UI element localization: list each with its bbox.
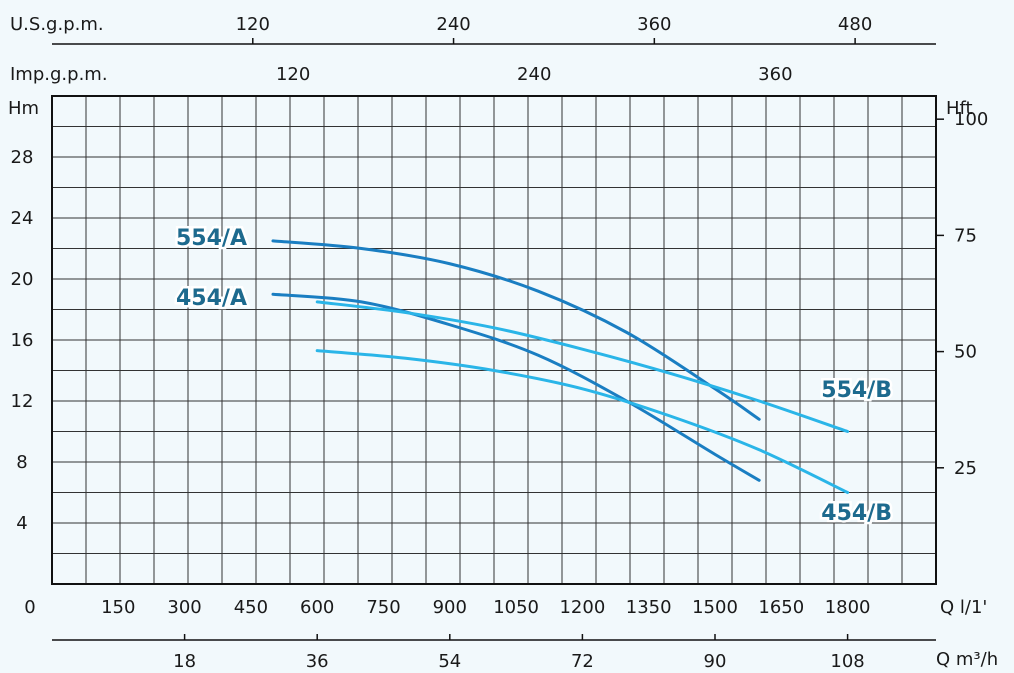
bottom-primary-unit: Q l/1' (940, 597, 987, 618)
curves (271, 239, 850, 494)
x2-tick-label: 108 (830, 651, 864, 672)
curve-label-554-a: 554/A (176, 226, 247, 251)
curve-454-a (271, 292, 761, 482)
curve-label-halo: 454/A (176, 286, 247, 311)
x-tick-label: 1200 (559, 597, 605, 618)
x-tick-label: 1500 (692, 597, 738, 618)
y2-tick-label: 75 (954, 225, 977, 246)
x-tick-label: 450 (234, 597, 268, 618)
curve-label-554-b: 554/B (821, 378, 892, 403)
y2-tick-label: 100 (954, 109, 988, 130)
top-tick-label: 120 (236, 14, 270, 35)
y-tick-label: 12 (11, 391, 34, 412)
y-tick-label: 28 (11, 147, 34, 168)
top-tick-label: 360 (637, 14, 671, 35)
curve-label-454-a: 454/A (176, 286, 247, 311)
left-axis-unit: Hm (8, 98, 39, 119)
curve-554-a (271, 239, 761, 421)
x-tick-label: 300 (167, 597, 201, 618)
y2-tick-label: 25 (954, 458, 977, 479)
y2-tick-label: 50 (954, 342, 977, 363)
y-tick-label: 16 (11, 330, 34, 351)
x2-tick-label: 90 (704, 651, 727, 672)
top2-tick-label: 240 (517, 64, 551, 85)
y-tick-label: 4 (16, 513, 27, 534)
x-tick-label: 750 (366, 597, 400, 618)
y-tick-label: 24 (11, 208, 34, 229)
top-secondary-unit: Imp.g.p.m. (10, 64, 108, 85)
x-tick-label: 150 (101, 597, 135, 618)
top-tick-label: 480 (838, 14, 872, 35)
x-tick-label: 1800 (825, 597, 871, 618)
top-primary-unit: U.S.g.p.m. (10, 14, 104, 35)
y-tick-label: 8 (16, 452, 27, 473)
top-tick-label: 240 (436, 14, 470, 35)
x2-tick-label: 36 (306, 651, 329, 672)
x-tick-label: 0 (24, 597, 35, 618)
x2-tick-label: 72 (571, 651, 594, 672)
curve-label-halo: 454/B (821, 501, 892, 526)
curve-554-b (315, 300, 850, 433)
plot-frame (51, 95, 937, 585)
curve-label-454-b: 454/B (821, 501, 892, 526)
tick-labels: 0 150 300 450 600 750 900 1050 1200 1350 1500 1650 1… (11, 14, 989, 672)
top2-tick-label: 120 (276, 64, 310, 85)
x-tick-label: 1050 (493, 597, 539, 618)
y-tick-label: 20 (11, 269, 34, 290)
curve-label-halo: 554/B (821, 378, 892, 403)
x-tick-label: 600 (300, 597, 334, 618)
x-tick-label: 900 (433, 597, 467, 618)
bottom-secondary-unit: Q m³/h (936, 649, 998, 670)
x-tick-label: 1650 (758, 597, 804, 618)
curve-label-halo: 554/A (176, 226, 247, 251)
top2-tick-label: 360 (758, 64, 792, 85)
curve-454-b (315, 349, 850, 494)
x2-tick-label: 54 (438, 651, 461, 672)
x-tick-label: 1350 (626, 597, 672, 618)
right-axis-unit: Hft (946, 98, 973, 119)
x2-tick-label: 18 (173, 651, 196, 672)
